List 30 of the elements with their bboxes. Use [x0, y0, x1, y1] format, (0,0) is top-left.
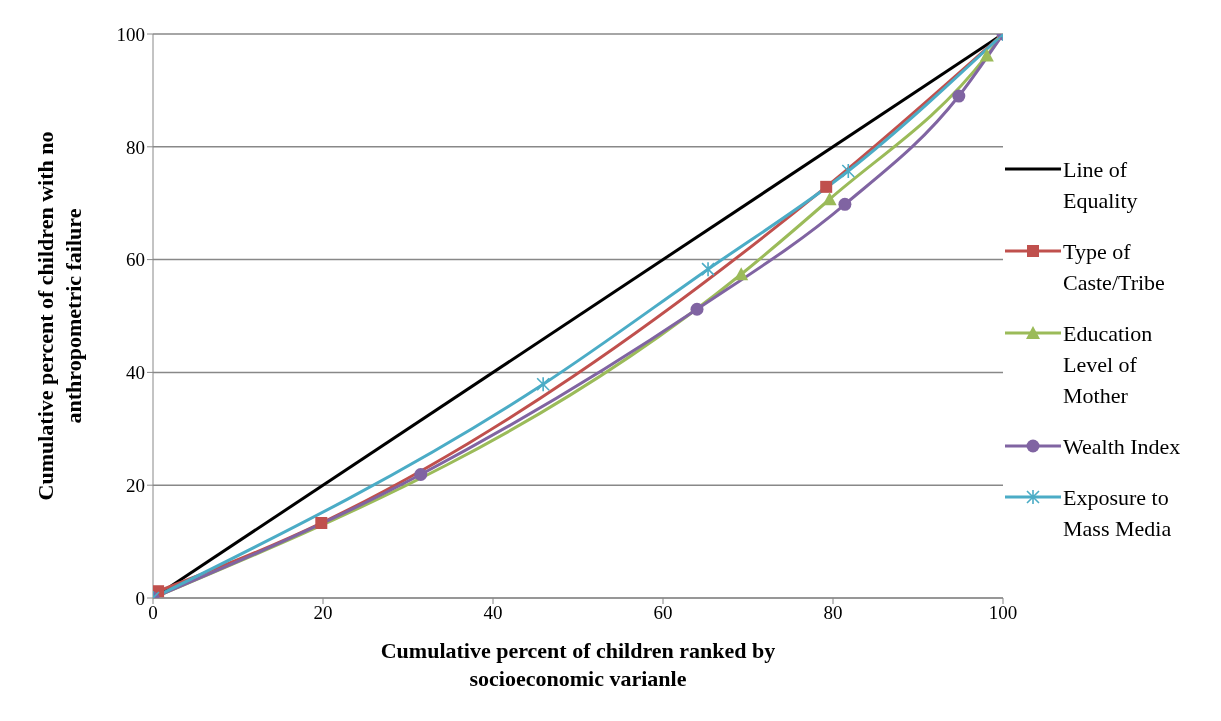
- legend-label: Line of Equality: [1063, 155, 1139, 215]
- point: [838, 197, 852, 211]
- y-tick-label: 100: [116, 23, 145, 45]
- y-tick-label: 40: [126, 362, 145, 384]
- x-tick-label: 60: [653, 602, 673, 624]
- point: [952, 89, 966, 103]
- legend-label: Type of Caste/Tribe: [1063, 237, 1166, 297]
- point: [701, 261, 715, 277]
- legend-label: Education Level of Mother: [1063, 319, 1154, 410]
- point: [841, 163, 856, 179]
- point: [536, 376, 550, 393]
- x-tick-label: 100: [988, 602, 1018, 624]
- point: [979, 48, 994, 62]
- x-tick-label: 80: [823, 602, 843, 624]
- x-tick-label: 20: [313, 602, 333, 624]
- point: [734, 267, 749, 281]
- y-tick-label: 60: [126, 249, 145, 271]
- point: [822, 192, 837, 206]
- legend-label: Wealth Index: [1063, 432, 1181, 461]
- x-tick-label: 40: [483, 602, 503, 624]
- y-tick-label: 0: [135, 587, 145, 609]
- x-axis-title: Cumulative percent of children ranked by socioeconomic varianle: [380, 638, 776, 691]
- y-tick-label: 20: [126, 474, 145, 496]
- point: [315, 516, 328, 529]
- point: [820, 180, 833, 193]
- y-tick-label: 80: [126, 136, 145, 158]
- point: [690, 302, 704, 316]
- y-axis-title: Cumulative percent of children with no anthropometric failure: [33, 131, 86, 501]
- legend-label: Exposure to Mass Media: [1063, 483, 1173, 543]
- point: [414, 467, 428, 481]
